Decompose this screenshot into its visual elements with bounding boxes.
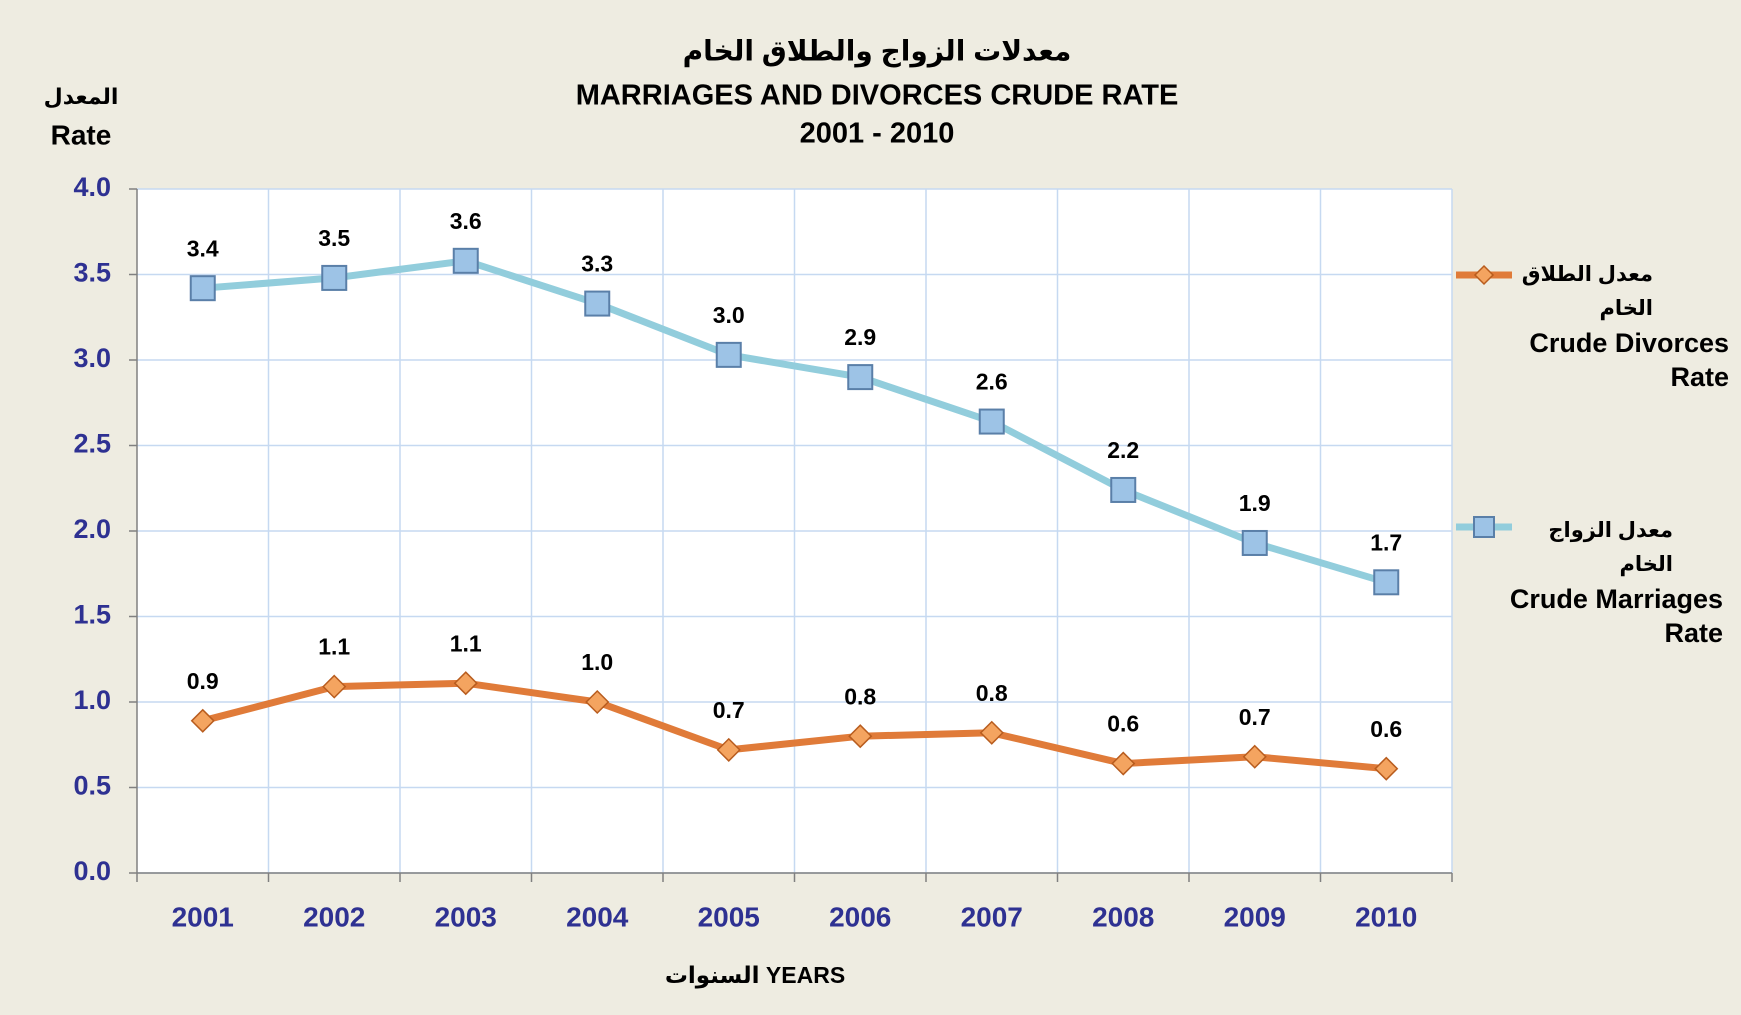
data-label: 0.8 [976,680,1008,706]
data-label: 3.5 [318,225,350,251]
legend-label: Crude Marriages Rate [1509,584,1723,648]
marker [584,290,611,317]
x-tick-label: 2010 [1355,901,1417,932]
legend-label-ar: معدل الطلاق الخام [1521,263,1653,320]
marker [978,408,1005,435]
marker [848,724,873,749]
x-axis-label: السنوات YEARS [665,962,845,989]
marker [322,674,347,699]
data-label: 0.6 [1107,711,1139,737]
x-tick-label: 2004 [566,901,629,932]
data-label: 1.1 [450,630,482,656]
series-line [201,679,1387,773]
marker [847,364,874,391]
chart-subtitle: MARRIAGES AND DIVORCES CRUDE RATE [576,80,1179,112]
chart-title: معدلات الزواج والطلاق الخام [683,35,1072,68]
marker [453,671,478,696]
x-tick-label: 2006 [829,901,891,932]
data-label: 3.3 [581,251,613,277]
data-label: 0.8 [844,683,876,709]
data-label: 0.9 [187,668,219,694]
y-axis-label: Rate [51,119,112,150]
data-label: 2.9 [844,324,876,350]
data-label: 2.6 [976,369,1008,395]
marker [452,247,479,274]
data-label: 1.0 [581,649,613,675]
series-line [202,257,1388,586]
marker [190,708,215,733]
x-tick-label: 2008 [1092,901,1154,932]
marker [1110,476,1137,503]
y-axis-label-ar: المعدل [44,84,119,109]
legend-divorces: معدل الطلاق الخام Crude Divorces Rate [1489,258,1729,394]
legend-label-ar: معدل الزواج الخام [1548,519,1673,576]
data-label: 0.7 [713,697,745,723]
data-label: 0.7 [1239,704,1271,730]
x-tick-label: 2005 [698,901,760,932]
y-tick-label: 3.5 [73,258,111,288]
y-tick-label: 2.0 [73,514,111,544]
data-label: 2.2 [1107,437,1139,463]
y-tick-label: 1.5 [73,600,111,630]
x-tick-label: 2007 [961,901,1023,932]
marker [1111,751,1136,776]
x-tick-label: 2009 [1224,901,1286,932]
marker [1374,756,1399,781]
marker [1373,569,1400,596]
data-label: 1.1 [318,634,350,660]
x-tick-label: 2003 [435,901,497,932]
y-tick-label: 4.0 [73,172,111,202]
marker [321,264,348,291]
data-label: 1.7 [1370,529,1402,555]
legend-key-marker [1473,264,1495,286]
x-tick-label: 2002 [303,901,365,932]
marker [1241,529,1268,556]
legend-key-marker [1473,516,1495,538]
marker [1242,744,1267,769]
data-label: 1.9 [1239,490,1271,516]
marker [979,720,1004,745]
y-tick-label: 1.0 [73,685,111,715]
data-label: 0.6 [1370,716,1402,742]
y-tick-label: 0.0 [73,856,111,886]
legend-marriages: معدل الزواج الخام Crude Marriages Rate [1508,514,1723,650]
chart-period: 2001 - 2010 [800,118,955,150]
data-label: 3.0 [713,302,745,328]
marker [189,275,216,302]
y-tick-label: 2.5 [73,429,111,459]
marker [715,341,742,368]
marker [716,737,741,762]
y-tick-label: 3.0 [73,343,111,373]
marker [585,689,610,715]
data-label: 3.4 [187,235,219,261]
legend-label: Crude Divorces Rate [1529,328,1729,392]
x-tick-label: 2001 [172,901,234,932]
y-tick-label: 0.5 [73,771,111,801]
data-label: 3.6 [450,208,482,234]
